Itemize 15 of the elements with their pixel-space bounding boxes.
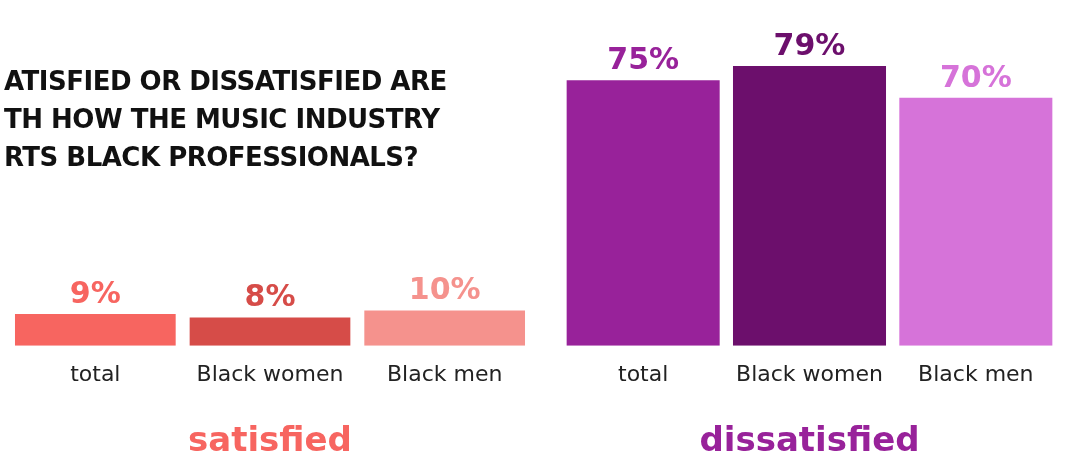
data-label: 8%: [244, 278, 296, 314]
data-label: 75%: [607, 40, 680, 76]
data-label: 79%: [773, 26, 846, 62]
data-label: 10%: [408, 271, 481, 307]
x-tick-label: Black men: [918, 360, 1034, 386]
x-tick-label: Black women: [196, 360, 344, 386]
chart-title: ATISFIED OR DISSATISFIED ARE TH HOW THE MUSIC INDUSTRY RTS BLACK PROFESSIONALS?: [4, 65, 447, 174]
data-label: 70%: [939, 58, 1012, 94]
x-tick-label: total: [70, 360, 121, 386]
data-label: 9%: [69, 274, 121, 310]
x-tick-label: Black women: [736, 360, 883, 386]
x-axis-title: satisfied: [188, 419, 352, 460]
x-tick-label: total: [618, 360, 669, 386]
x-tick-label: Black men: [386, 360, 503, 386]
x-axis-title: dissatisfied: [699, 419, 920, 460]
